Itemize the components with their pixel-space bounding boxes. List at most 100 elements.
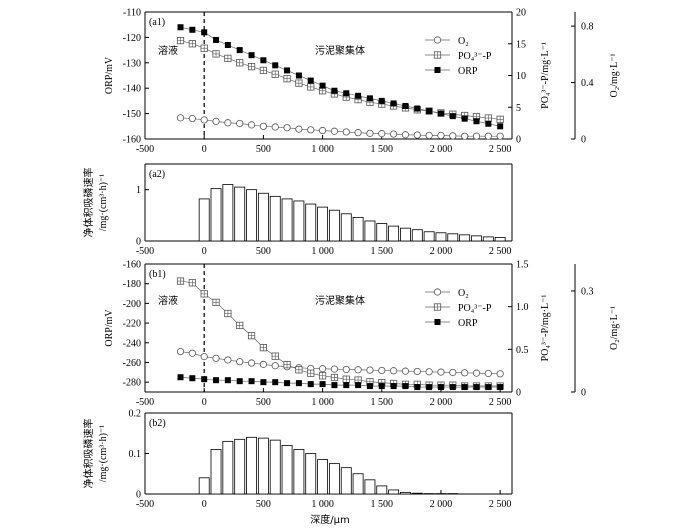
panel-a1-yr2-tick-label: 0 — [581, 135, 586, 146]
panel-a1-point — [497, 123, 504, 130]
panel-b1-legend-marker — [433, 303, 442, 311]
panel-b1-point — [449, 384, 456, 391]
panel-b2-bar — [400, 491, 411, 495]
panel-b1-point — [437, 384, 444, 391]
panel-a1-point — [319, 82, 326, 89]
panel-b1-point — [176, 347, 185, 356]
panel-b1-point — [201, 376, 208, 383]
panel-b1-point — [271, 352, 279, 360]
panel-a1-point — [342, 128, 350, 136]
panel-a1-point — [283, 124, 291, 132]
panel-b1-ylabel-right2: O₂/mg·L⁻¹ — [609, 306, 620, 350]
panel-b1-point — [366, 366, 374, 374]
panel-b1-point — [307, 381, 314, 388]
panel-a2-bar — [317, 206, 329, 242]
panel-b2-bar — [281, 444, 293, 495]
panel-b1-point — [461, 369, 469, 377]
panel-b2-ylabel: 净体积吸磷速率 — [82, 419, 95, 489]
panel-a1-point — [472, 132, 481, 140]
panel-a1-point — [426, 108, 433, 115]
panel-b1-yr2-tick-label: 0.3 — [581, 286, 594, 297]
panel-b1-point — [366, 383, 373, 390]
panel-a1-point — [295, 125, 303, 133]
panel-b1-point — [318, 365, 327, 373]
panel-a1-series-line — [180, 26, 501, 127]
panel-b1-point — [248, 378, 255, 385]
panel-b1-point — [473, 384, 480, 391]
panel-a2-bar — [388, 225, 400, 242]
panel-b1-point — [224, 309, 232, 318]
panel-b1-point — [401, 367, 410, 375]
panel-a1-legend-marker — [434, 67, 441, 73]
panel-b2-x-tick-label: -500 — [136, 499, 154, 510]
panel-b2-bar — [234, 438, 246, 495]
panel-a1-series-line — [180, 117, 501, 137]
panel-a1-point — [461, 132, 469, 140]
panel-a1-point — [390, 100, 397, 107]
panel-b1-point — [284, 380, 291, 387]
panel-a1-point — [176, 114, 185, 122]
panel-a1-point — [496, 115, 504, 123]
panel-a2-bar — [494, 237, 506, 242]
panel-b1-point — [413, 367, 421, 376]
panel-b2-bar — [317, 459, 329, 495]
panel-b1-yr1-tick-label: 0.5 — [516, 345, 529, 356]
panel-b2-label: (b2) — [149, 418, 166, 429]
panel-b1-yl-tick-label: -160 — [123, 260, 141, 271]
panel-a1-x-tick-label: 1 000 — [311, 144, 334, 155]
panel-a1-point — [295, 79, 303, 87]
panel-a1-point — [496, 132, 504, 140]
panel-a1-point — [212, 50, 220, 58]
panel-b2-bar — [328, 463, 340, 495]
panel-a2-bar — [281, 198, 293, 242]
panel-a1-point — [177, 24, 184, 31]
panel-a1-point — [212, 117, 220, 125]
panel-a1-point — [484, 114, 492, 122]
panel-b1-legend-label: PO₄³⁻-P — [458, 303, 492, 314]
panel-b1-x-tick-label: 2 500 — [489, 397, 512, 408]
panel-a1-annotation-solution: 溶液 — [158, 44, 178, 57]
panel-a1-x-tick-label: -500 — [136, 144, 154, 155]
panel-b2-bar — [257, 437, 269, 495]
panel-a2-x-tick-label: 500 — [256, 246, 271, 257]
panel-b2-bar — [340, 467, 352, 495]
panel-b2-bar — [364, 479, 376, 495]
panel-b2-x-tick-label: 500 — [256, 499, 271, 510]
panel-b1-point — [247, 359, 256, 367]
panel-b1-point — [496, 370, 504, 378]
panel-a1-point — [307, 77, 314, 84]
panel-a1-yr1-tick-label: 0 — [516, 135, 521, 146]
panel-a1-point — [201, 29, 208, 36]
panel-b2-bar — [222, 440, 234, 495]
panel-b1-point — [354, 366, 362, 374]
panel-a2-x-tick-label: 1 000 — [311, 246, 334, 257]
panel-b2-x-tick-label: 1 000 — [311, 499, 334, 510]
panel-a1-yl-tick-label: -110 — [123, 8, 141, 19]
panel-a1-point — [247, 121, 256, 129]
panel-a2-bar — [411, 229, 423, 242]
panel-b2-y-tick-label: 0.2 — [129, 409, 142, 420]
panel-a1-annotation-aggregate: 污泥聚集体 — [315, 44, 365, 57]
panel-b1-x-tick-label: 1 500 — [371, 397, 394, 408]
panel-a2-bar — [246, 189, 257, 242]
panel-a1-legend-marker — [433, 36, 442, 44]
panel-b1-point — [330, 373, 339, 382]
panel-a1-point — [200, 44, 208, 52]
panel-b2-bar — [210, 449, 222, 495]
panel-b1-point — [212, 354, 220, 362]
panel-b1-series-line — [180, 376, 501, 388]
panel-a1-yl-tick-label: -130 — [123, 58, 141, 69]
panel-b1-point — [272, 379, 279, 386]
panel-a1-point — [355, 92, 362, 99]
panel-a1-point — [284, 67, 291, 74]
panel-a1-point — [425, 131, 433, 140]
panel-a1-point — [331, 87, 338, 94]
panel-b2-x-tick-label: 2 000 — [430, 499, 453, 510]
panel-a1-point — [366, 129, 374, 137]
panel-a2-y-tick-label: 1 — [136, 185, 141, 196]
panel-b1-point — [342, 375, 350, 383]
panel-a1-point — [260, 57, 267, 64]
panel-a2-bar — [471, 235, 482, 242]
panel-b1-annotation-aggregate: 污泥聚集体 — [315, 294, 365, 307]
